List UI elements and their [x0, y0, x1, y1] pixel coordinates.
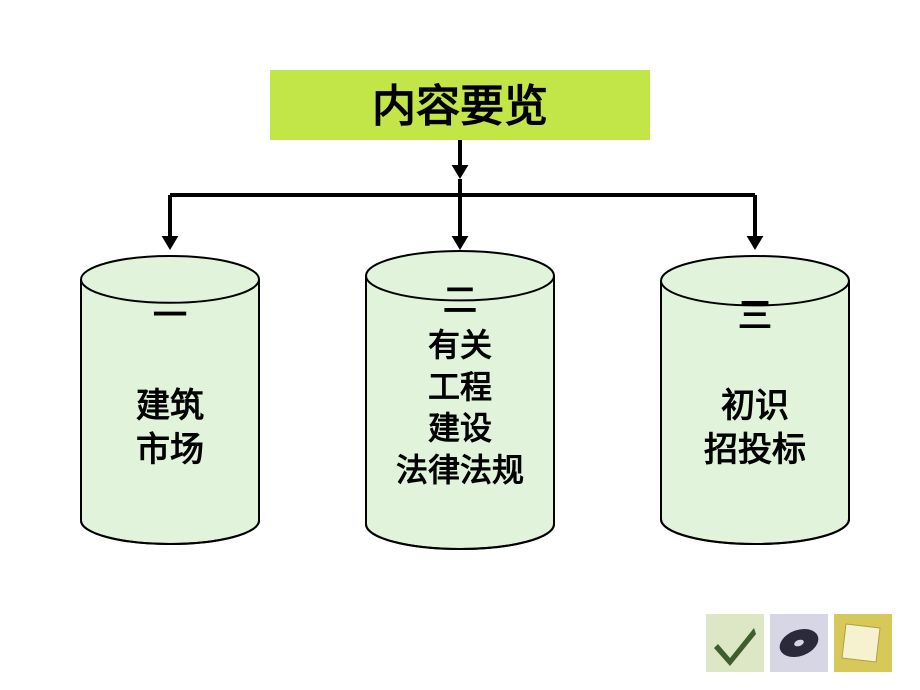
cylinder-number-one: 一: [80, 295, 260, 339]
cylinder-number-three: 三: [660, 295, 850, 339]
cylinder-two: 二有关工程建设法律法规: [365, 250, 555, 550]
cylinder-body-three: 初识招投标: [660, 385, 850, 473]
check-icon: [706, 614, 764, 672]
cylinder-three: 三初识招投标: [660, 255, 850, 545]
note-icon: [834, 614, 892, 672]
icon-row: [706, 614, 892, 672]
cylinder-number-two: 二: [365, 280, 555, 324]
cylinder-body-two: 有关工程建设法律法规: [365, 325, 555, 491]
cylinder-body-one: 建筑市场: [80, 385, 260, 473]
disc-icon: [770, 614, 828, 672]
cylinder-one: 一建筑市场: [80, 255, 260, 545]
